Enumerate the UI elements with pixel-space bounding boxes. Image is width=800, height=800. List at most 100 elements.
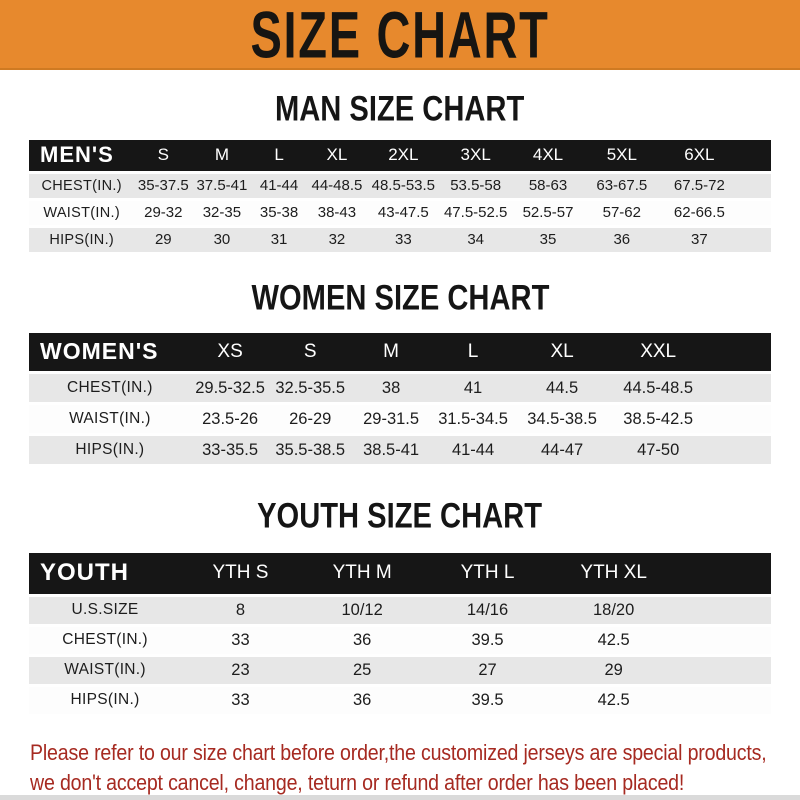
size-table: WOMEN'S XS S M L XL XXL CHEST(IN.) 29.5-32.5 32.… — [29, 332, 771, 467]
column-header: 6XL — [659, 140, 740, 172]
size-cell: 41 — [431, 371, 515, 405]
column-header: L — [251, 140, 307, 172]
size-chart-section: MAN SIZE CHART MEN'S S M L XL 2XL 3XL 4XL 5XL 6XL… — [0, 88, 800, 255]
footer-note: Please refer to our size chart before or… — [30, 738, 800, 798]
size-cell: 57-62 — [583, 199, 660, 228]
banner-title: SIZE CHART — [250, 0, 550, 72]
size-cell: 35-37.5 — [134, 170, 193, 201]
size-cell: 39.5 — [424, 625, 551, 657]
column-header: 5XL — [583, 140, 660, 172]
row-label: U.S.SIZE — [29, 593, 182, 627]
size-cell: 36 — [299, 685, 425, 717]
size-cell: 42.5 — [550, 685, 677, 717]
header-spacer — [676, 553, 771, 595]
size-cell: 18/20 — [550, 593, 677, 627]
size-cell: 67.5-72 — [659, 170, 740, 201]
row-spacer — [676, 625, 771, 657]
table-row: HIPS(IN.) 33 36 39.5 42.5 — [29, 685, 771, 717]
column-header: XXL — [609, 332, 708, 373]
column-header: XS — [190, 332, 270, 373]
size-cell: 23.5-26 — [190, 403, 270, 436]
size-cell: 36 — [299, 625, 425, 657]
size-cell: 38.5-42.5 — [609, 403, 708, 436]
size-cell: 38-43 — [306, 199, 368, 228]
footer-note-line2: we don't accept cancel, change, teturn o… — [30, 769, 685, 795]
size-cell: 35.5-38.5 — [269, 434, 352, 467]
size-table: MEN'S S M L XL 2XL 3XL 4XL 5XL 6XL CHEST(IN.) 35-3… — [29, 140, 771, 255]
size-cell: 32-35 — [192, 199, 252, 228]
size-cell: 43-47.5 — [367, 199, 440, 228]
size-cell: 33 — [181, 625, 300, 657]
row-label: HIPS(IN.) — [29, 434, 191, 467]
column-header: 4XL — [512, 140, 584, 172]
size-cell: 39.5 — [424, 685, 551, 717]
row-label: WAIST(IN.) — [29, 655, 182, 687]
size-table-header-row: MEN'S S M L XL 2XL 3XL 4XL 5XL 6XL — [29, 140, 771, 172]
table-row: HIPS(IN.) 33-35.5 35.5-38.5 38.5-41 41-44 44-… — [29, 434, 771, 467]
footer-note-line1: Please refer to our size chart before or… — [30, 739, 767, 765]
column-header: 2XL — [367, 140, 440, 172]
table-row: CHEST(IN.) 35-37.5 37.5-41 41-44 44-48.5 48.5… — [29, 170, 771, 201]
row-spacer — [676, 593, 771, 627]
size-cell: 30 — [192, 226, 252, 255]
size-table-header-row: YOUTH YTH S YTH M YTH L YTH XL — [29, 553, 771, 595]
size-cell: 27 — [424, 655, 551, 687]
row-spacer — [707, 434, 771, 467]
column-header: YTH M — [299, 553, 425, 595]
section-heading-text: YOUTH SIZE CHART — [257, 495, 543, 536]
size-cell: 31.5-34.5 — [431, 403, 515, 436]
size-cell: 62-66.5 — [659, 199, 740, 228]
section-heading: YOUTH SIZE CHART — [0, 495, 800, 536]
size-cell: 33 — [367, 226, 440, 255]
size-cell: 31 — [251, 226, 307, 255]
row-label: CHEST(IN.) — [29, 371, 191, 405]
size-cell: 37 — [659, 226, 740, 255]
size-cell: 38 — [351, 371, 432, 405]
table-group-label: YOUTH — [29, 553, 182, 595]
section-heading-text: MAN SIZE CHART — [275, 88, 525, 129]
size-cell: 41-44 — [431, 434, 515, 467]
column-header: XL — [306, 140, 368, 172]
size-cell: 63-67.5 — [583, 170, 660, 201]
table-row: HIPS(IN.) 29 30 31 32 33 34 35 36 37 — [29, 226, 771, 255]
size-table-header-row: WOMEN'S XS S M L XL XXL — [29, 332, 771, 373]
column-header: L — [431, 332, 515, 373]
row-spacer — [739, 199, 771, 228]
column-header: M — [192, 140, 252, 172]
column-header: XL — [514, 332, 610, 373]
size-cell: 36 — [583, 226, 660, 255]
table-row: CHEST(IN.) 29.5-32.5 32.5-35.5 38 41 44.5 44.5… — [29, 371, 771, 405]
size-chart-section: WOMEN SIZE CHART WOMEN'S XS S M L XL XXL CHEST… — [0, 276, 800, 467]
column-header: M — [351, 332, 432, 373]
row-spacer — [707, 371, 771, 405]
size-cell: 58-63 — [512, 170, 584, 201]
table-group-label: WOMEN'S — [29, 332, 191, 373]
column-header: S — [134, 140, 193, 172]
size-cell: 44-48.5 — [306, 170, 368, 201]
size-cell: 44-47 — [514, 434, 610, 467]
size-cell: 26-29 — [269, 403, 352, 436]
row-label: CHEST(IN.) — [29, 170, 135, 201]
section-heading: WOMEN SIZE CHART — [0, 276, 800, 317]
size-cell: 23 — [181, 655, 300, 687]
row-label: CHEST(IN.) — [29, 625, 182, 657]
table-row: CHEST(IN.) 33 36 39.5 42.5 — [29, 625, 771, 657]
column-header: 3XL — [439, 140, 513, 172]
column-header: S — [269, 332, 352, 373]
size-cell: 14/16 — [424, 593, 551, 627]
size-cell: 34 — [439, 226, 513, 255]
header-spacer — [707, 332, 771, 373]
column-header: YTH XL — [550, 553, 677, 595]
size-cell: 10/12 — [299, 593, 425, 627]
table-row: WAIST(IN.) 23 25 27 29 — [29, 655, 771, 687]
row-spacer — [739, 226, 771, 255]
size-cell: 8 — [181, 593, 300, 627]
size-cell: 29 — [134, 226, 193, 255]
section-heading-text: WOMEN SIZE CHART — [251, 276, 549, 317]
size-chart-section: YOUTH SIZE CHART YOUTH YTH S YTH M YTH L YTH… — [0, 495, 800, 717]
row-label: WAIST(IN.) — [29, 403, 191, 436]
size-cell: 29-32 — [134, 199, 193, 228]
size-cell: 29-31.5 — [351, 403, 432, 436]
size-cell: 29.5-32.5 — [190, 371, 270, 405]
column-header: YTH L — [424, 553, 551, 595]
